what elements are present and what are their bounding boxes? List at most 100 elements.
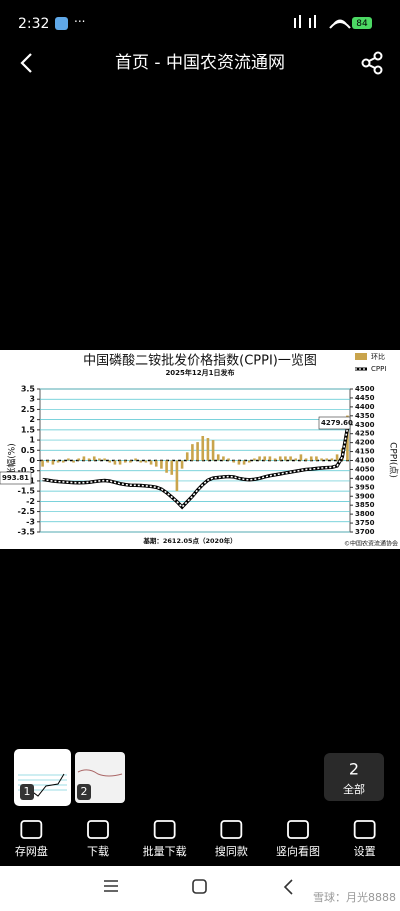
y2-tick-label: 3700 — [355, 528, 375, 536]
menu-button[interactable] — [104, 880, 118, 892]
toolbar-label[interactable]: 下载 — [87, 845, 109, 858]
bar — [242, 460, 246, 465]
y2-tick-label: 3950 — [355, 483, 375, 491]
y2-tick-label: 4450 — [355, 394, 375, 402]
bar — [170, 460, 174, 475]
bar — [294, 458, 298, 461]
bar — [335, 454, 339, 461]
bar — [284, 456, 287, 461]
bar — [92, 456, 96, 461]
signal-icon — [294, 15, 316, 28]
y-axis-label: 涨幅(%) — [6, 443, 18, 477]
thumbnail-badge — [20, 784, 34, 800]
all-images-button[interactable] — [324, 753, 384, 801]
y2-tick-label: 4150 — [355, 448, 375, 456]
bar — [278, 456, 282, 461]
bar — [87, 458, 91, 461]
bar — [113, 460, 117, 465]
navigation-bar — [0, 866, 400, 911]
legend-swatch — [355, 353, 367, 360]
legend-label: CPPI — [371, 365, 386, 373]
bar — [268, 456, 272, 461]
thumbnail-number: 2 — [81, 785, 88, 798]
wifi-icon — [329, 19, 351, 29]
home-button[interactable] — [192, 879, 207, 894]
y-tick-label: -0.5 — [18, 466, 36, 475]
bar — [211, 440, 215, 461]
status-icon — [55, 17, 68, 30]
bar — [61, 460, 65, 463]
toolbar-label[interactable]: 设置 — [354, 845, 376, 858]
bar — [325, 458, 329, 461]
bar — [165, 460, 168, 473]
toolbar-label[interactable]: 批量下载 — [143, 844, 187, 858]
y-tick-label: -2.5 — [18, 507, 36, 516]
chart-subtitle: 2025年12月1日发布 — [165, 368, 234, 377]
bar — [118, 460, 122, 465]
toolbar-icon[interactable] — [20, 820, 43, 839]
bar — [175, 460, 179, 492]
y2-tick-label: 4500 — [355, 385, 375, 393]
y2-tick-label: 4350 — [355, 412, 375, 420]
y2-tick-label: 3750 — [355, 519, 375, 527]
y2-tick-label: 4050 — [355, 465, 375, 473]
y2-tick-label: 4250 — [355, 430, 375, 438]
image-count-label: 全部 — [343, 782, 365, 796]
y-tick-label: 0.5 — [21, 446, 36, 455]
bar — [222, 456, 225, 461]
toolbar-icon[interactable] — [153, 820, 176, 839]
toolbar-icon[interactable] — [220, 820, 243, 839]
bar — [330, 458, 334, 461]
chart-source: ©中国农资流通协会 — [344, 540, 398, 548]
bar — [191, 444, 194, 461]
bar — [247, 460, 251, 463]
thumbnail-preview — [18, 774, 67, 791]
y2-tick-label: 4100 — [355, 457, 375, 465]
image-count: 2 — [349, 760, 359, 779]
bar — [134, 458, 137, 461]
bar — [139, 460, 143, 463]
toolbar-icon[interactable] — [287, 820, 309, 839]
bar — [123, 460, 127, 463]
status-more: ··· — [74, 15, 85, 29]
toolbar-label[interactable]: 竖向看图 — [276, 844, 320, 858]
toolbar-icon[interactable] — [353, 820, 376, 839]
toolbar-label[interactable]: 存网盘 — [15, 844, 48, 858]
page-title: 首页 - 中国农资流通网 — [115, 53, 285, 73]
legend-label: 环比 — [371, 352, 385, 361]
bar — [253, 458, 256, 461]
bar — [82, 456, 86, 461]
annotation-box — [318, 416, 351, 430]
chart-title: 中国磷酸二铵批发价格指数(CPPI)一览图 — [83, 353, 317, 369]
y-tick-label: -3.5 — [18, 528, 36, 537]
bar — [206, 438, 210, 461]
bar — [232, 460, 236, 463]
bar — [216, 454, 220, 461]
toolbar-icon[interactable] — [87, 820, 109, 839]
battery-level: 84 — [356, 19, 368, 29]
bar — [51, 460, 55, 465]
thumbnail-preview — [77, 769, 123, 777]
y-tick-label: 2.5 — [21, 405, 36, 414]
bar — [67, 458, 70, 461]
bar — [41, 460, 44, 467]
thumbnail-badge — [77, 784, 91, 800]
y2-tick-label: 3850 — [355, 501, 375, 509]
y2-tick-label: 4300 — [355, 421, 375, 429]
battery-icon — [352, 17, 372, 29]
back-nav-button[interactable] — [283, 879, 293, 895]
bar — [149, 460, 153, 465]
bar — [299, 454, 303, 461]
bar — [304, 458, 308, 461]
back-button[interactable] — [20, 53, 32, 73]
y-tick-label: 3 — [29, 395, 35, 404]
bar — [315, 456, 318, 461]
y-tick-label: -1.5 — [18, 487, 36, 496]
toolbar-label[interactable]: 搜同款 — [215, 844, 248, 858]
y2-tick-label: 4400 — [355, 403, 375, 411]
share-button[interactable] — [361, 51, 383, 75]
bar — [160, 460, 163, 469]
bar — [108, 460, 112, 463]
